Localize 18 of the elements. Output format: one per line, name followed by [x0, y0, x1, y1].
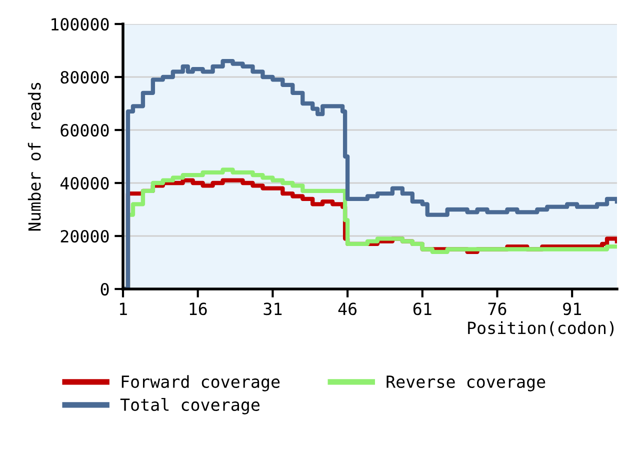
legend-label: Total coverage [120, 398, 260, 414]
legend-label: Forward coverage [122, 375, 280, 392]
x-tick-label: 31 [264, 302, 282, 316]
x-tick-label: 46 [338, 302, 356, 316]
y-axis-title: Number of reads [28, 82, 41, 231]
y-tick-label: 20000 [60, 230, 109, 243]
x-tick-label: 16 [190, 302, 207, 316]
y-tick-label: 60000 [60, 124, 109, 137]
y-tick-label: 100000 [52, 18, 109, 31]
y-tick-label: 0 [100, 283, 109, 296]
x-tick-label: 91 [563, 302, 581, 316]
y-tick-label: 40000 [60, 177, 109, 190]
x-tick-label: 61 [413, 302, 432, 316]
x-tick-label: 1 [120, 302, 127, 315]
x-axis-title: Position(codon) [468, 321, 614, 336]
legend-label: Reverse coverage [386, 376, 546, 392]
y-tick-label: 80000 [60, 71, 109, 84]
x-tick-label: 76 [488, 302, 506, 316]
